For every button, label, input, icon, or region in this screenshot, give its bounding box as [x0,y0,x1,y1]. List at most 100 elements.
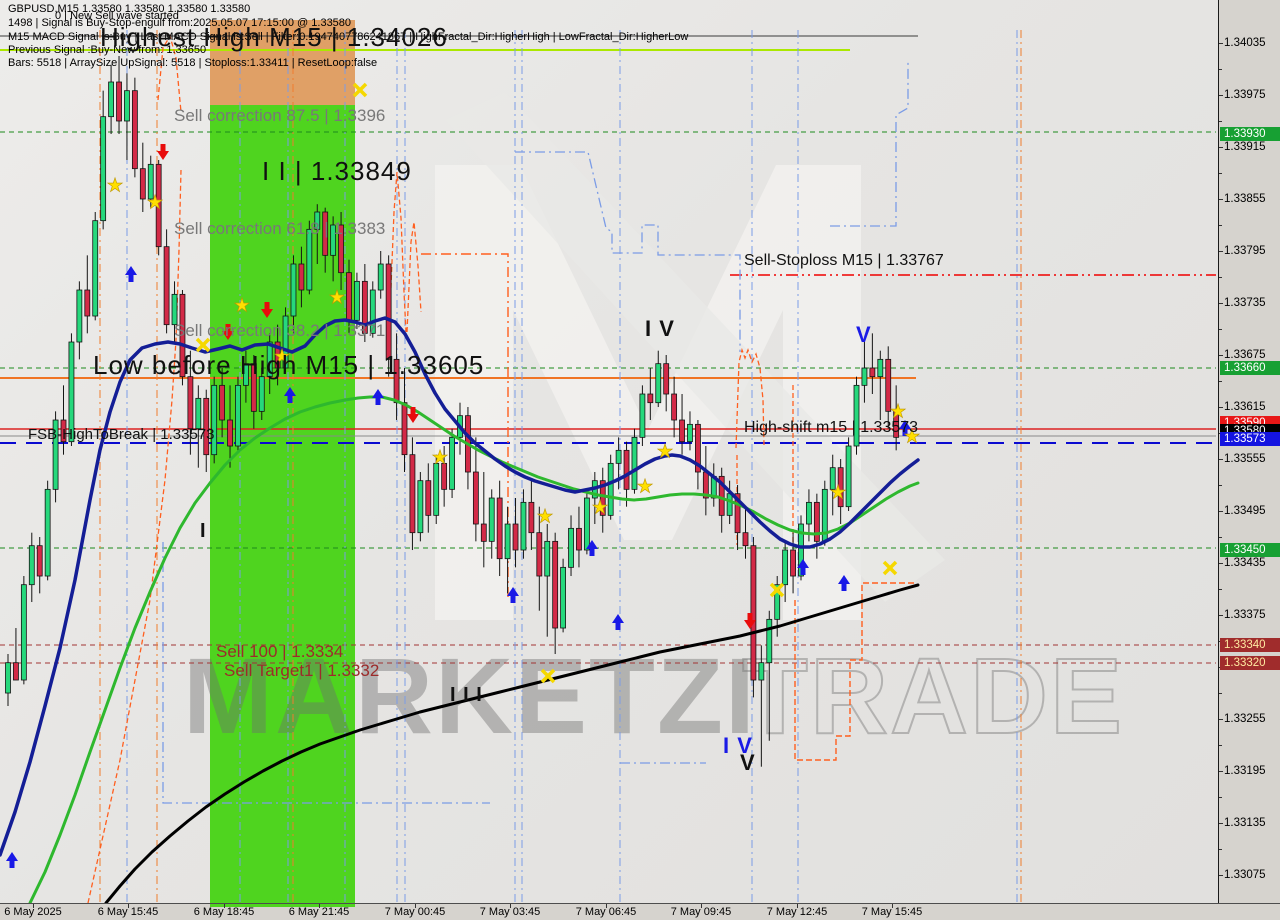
candle-body [893,410,900,438]
candle-body [155,163,162,248]
candle-body [687,423,693,443]
candle-body [116,81,122,122]
time-tick [510,904,511,908]
buy-arrow-icon [797,559,809,575]
candle-body [766,618,773,664]
chart-canvas[interactable]: MARKETZI TRADE ★ ★ ★ ★ ★ ★ ★ ★ ★ ★ ★ ★ ★ GBPUSD,M15 1.… [0,0,1218,903]
candle-body [274,341,281,369]
price-badge: 1.33450 [1220,543,1280,557]
price-tick-minor [1219,329,1222,330]
candle-body [496,497,503,560]
candle-body [235,384,241,447]
price-tick-minor [1219,43,1222,44]
candle-body [369,289,376,334]
price-tick-minor [1219,199,1222,200]
price-badge: 1.33340 [1220,638,1280,652]
price-tick-minor [1219,225,1222,226]
candle-body [639,393,646,438]
candle-body [5,662,11,694]
price-tick-minor [1219,511,1222,512]
candle-body [187,376,194,430]
price-label: 1.33915 [1224,141,1266,153]
time-label: 6 May 2025 [4,906,62,918]
candle-body [124,90,130,122]
price-tick-minor [1219,303,1222,304]
star-marker-icon: ★ [233,296,250,317]
candle-body [338,224,344,274]
price-label: 1.33855 [1224,193,1266,205]
price-axis[interactable]: 1.34035 1.33975 1.33915 1.33855 1.33795 1.337… [1218,0,1280,903]
candle-body [433,462,440,516]
candle-body [242,363,249,386]
star-marker-icon: ★ [536,507,553,528]
star-marker-icon: ★ [106,176,123,197]
logo-m-watermark [435,165,861,620]
price-tick-minor [1219,615,1222,616]
candle-body [671,393,678,421]
candle-body [76,289,83,343]
candle-body [401,402,408,456]
candle-body [742,532,749,547]
candle-body [695,423,701,473]
candle-body [393,358,400,404]
candle-body [100,116,107,222]
candle-body [314,211,321,230]
candle-body [631,436,638,490]
price-tick-minor [1219,745,1222,746]
price-tick-minor [1219,459,1222,460]
candle-body [28,545,35,586]
price-label: 1.33975 [1224,89,1266,101]
buy-arrow-icon [6,852,18,868]
buy-arrow-icon [612,614,624,630]
candle-body [853,384,860,447]
candle-body [330,224,337,256]
candle-body [663,363,670,395]
candle-body [306,228,313,291]
price-label: 1.33435 [1224,557,1266,569]
candle-body [377,263,384,291]
candle-body [385,263,392,360]
ma-fast-navy [0,316,920,857]
fractal-envelope [794,582,916,761]
candle-body [139,168,146,200]
macd-line: M15 MACD Signal is:Buy | Last MACD Signa… [8,31,689,43]
star-marker-icon: ★ [431,448,448,469]
price-tick-minor [1219,95,1222,96]
buy-arrow-icon [125,266,137,282]
previous-signal-line: Previous Signal :Buy-New from: 1.33650 [8,44,207,56]
sell-arrow-icon [222,324,234,340]
buy-arrow-icon [284,387,296,403]
price-label: 1.33375 [1224,609,1266,621]
candle-body [195,397,202,430]
star-marker-icon: ★ [636,477,653,498]
candle-body [623,449,630,490]
candle-body [504,523,511,560]
candle-body [576,527,582,551]
price-tick-minor [1219,771,1222,772]
time-tick [606,904,607,908]
price-badge: 1.33573 [1220,432,1280,446]
candle-body [488,497,495,542]
candle-body [560,566,566,629]
candle-body [607,462,614,516]
candle-body [679,419,685,443]
bars-line: Bars: 5518 | ArraySize UpSignal: 5518 | … [8,57,378,69]
candle-body [179,293,186,378]
sell-arrow-icon [744,613,756,629]
candle-body [869,367,876,378]
candle-body [68,341,75,443]
candle-body [290,263,297,317]
star-marker-icon: ★ [273,347,290,368]
price-tick-minor [1219,277,1222,278]
price-badge: 1.33660 [1220,361,1280,375]
price-tick-minor [1219,875,1222,876]
buy-arrow-icon [838,575,850,591]
buy-arrow-icon [372,389,384,405]
candle-body [615,449,622,464]
time-axis[interactable]: 6 May 2025 6 May 15:45 6 May 18:45 6 May 21… [0,903,1280,920]
band-footer-strip [210,904,355,907]
candle-body [52,419,59,490]
buy-arrow-icon [899,420,911,436]
candle-body [647,393,654,404]
